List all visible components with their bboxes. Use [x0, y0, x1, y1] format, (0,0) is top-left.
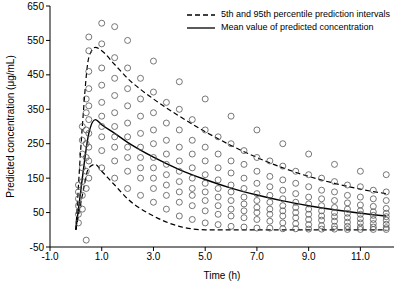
svg-text:50: 50 — [33, 207, 45, 218]
svg-text:1.0: 1.0 — [95, 251, 109, 262]
svg-text:Time (h): Time (h) — [204, 270, 241, 281]
svg-text:-1.0: -1.0 — [41, 251, 59, 262]
svg-text:250: 250 — [27, 138, 44, 149]
svg-text:9.0: 9.0 — [302, 251, 316, 262]
html-text:Mean value of predicted concen: Mean value of predicted concentration — [220, 22, 374, 32]
svg-text:7.0: 7.0 — [250, 251, 264, 262]
svg-text:350: 350 — [27, 104, 44, 115]
svg-text:-50: -50 — [30, 242, 45, 253]
svg-text:3.0: 3.0 — [147, 251, 161, 262]
html-text:5th and 95th percentile predic: 5th and 95th percentile prediction inter… — [220, 9, 390, 19]
svg-text:5.0: 5.0 — [198, 251, 212, 262]
svg-text:650: 650 — [27, 1, 44, 12]
svg-text:150: 150 — [27, 173, 44, 184]
svg-text:550: 550 — [27, 35, 44, 46]
svg-text:450: 450 — [27, 69, 44, 80]
svg-text:Predicted concentration (μg/mL: Predicted concentration (μg/mL) — [8, 55, 16, 198]
svg-text:11.0: 11.0 — [351, 251, 370, 262]
